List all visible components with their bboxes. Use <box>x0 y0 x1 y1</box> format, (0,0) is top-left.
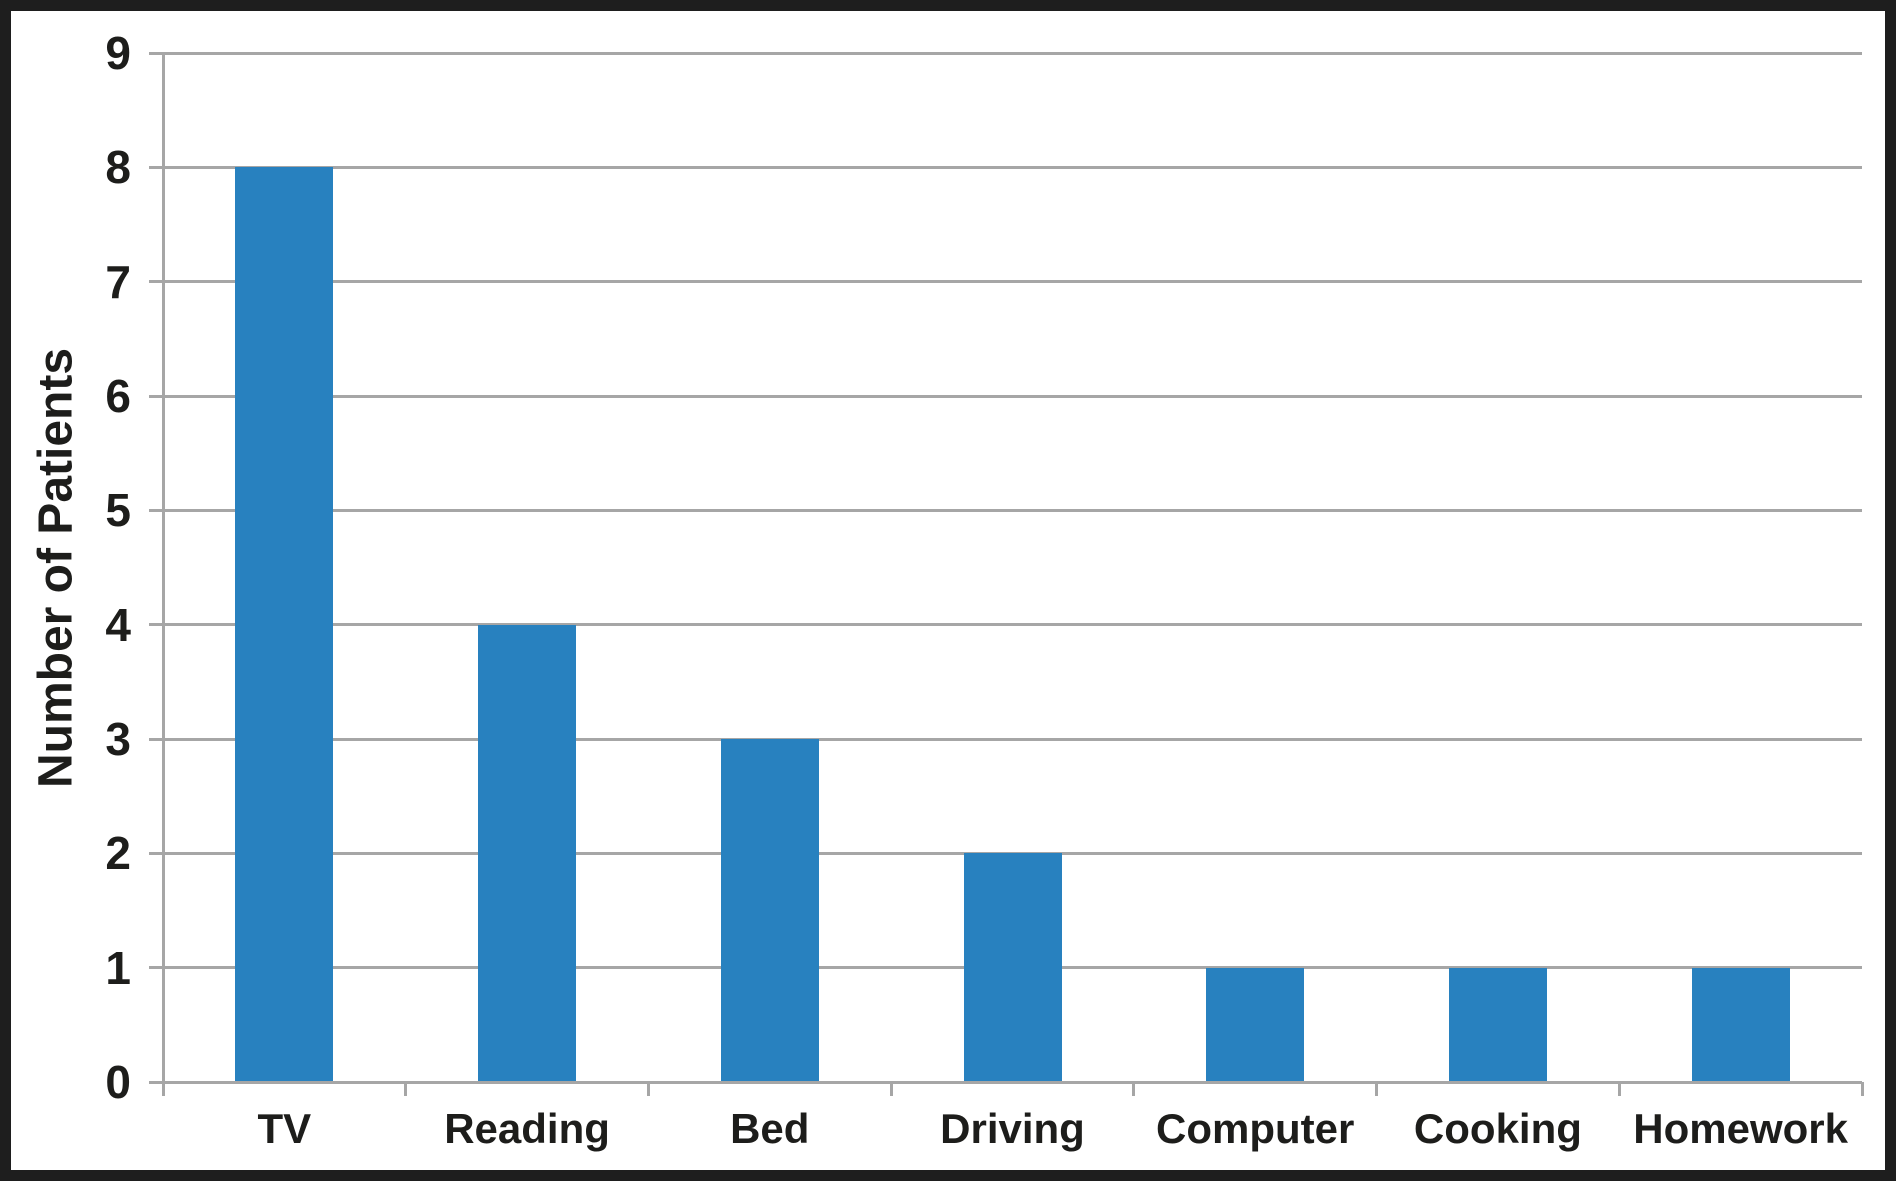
gridline-7 <box>149 280 1862 284</box>
y-tick-label-2: 2 <box>105 827 131 880</box>
bar-computer <box>1206 967 1305 1081</box>
gridline-5 <box>149 508 1862 512</box>
x-category-label-homework: Homework <box>1633 1105 1848 1152</box>
x-axis-tick-6 <box>1617 1082 1621 1096</box>
bar-reading <box>478 624 577 1081</box>
x-axis-tick-0 <box>161 1082 165 1096</box>
y-tick-label-7: 7 <box>105 255 131 308</box>
gridline-8 <box>149 165 1862 169</box>
y-tick-label-0: 0 <box>105 1056 131 1108</box>
x-axis-tick-4 <box>1132 1082 1136 1096</box>
x-category-label-computer: Computer <box>1156 1105 1355 1152</box>
y-tick-label-9: 9 <box>105 27 131 79</box>
bar-cooking <box>1448 967 1547 1081</box>
y-tick-label-6: 6 <box>105 370 131 422</box>
x-category-label-bed: Bed <box>730 1105 810 1152</box>
bar-bed <box>720 739 819 1081</box>
y-tick-label-3: 3 <box>105 713 131 765</box>
x-axis-tick-2 <box>646 1082 650 1096</box>
y-axis-line <box>161 53 165 1096</box>
y-tick-label-1: 1 <box>105 941 131 994</box>
x-category-label-tv: TV <box>257 1105 312 1152</box>
bar-driving <box>963 853 1062 1081</box>
y-tick-label-5: 5 <box>105 484 131 537</box>
gridline-9 <box>149 51 1862 55</box>
x-axis-tick-3 <box>889 1082 893 1096</box>
y-tick-label-8: 8 <box>105 141 131 194</box>
y-tick-label-4: 4 <box>105 598 131 651</box>
gridline-0 <box>149 1080 1862 1084</box>
x-category-label-reading: Reading <box>444 1105 610 1152</box>
x-axis-tick-7 <box>1860 1082 1864 1096</box>
x-axis-tick-1 <box>404 1082 408 1096</box>
gridline-6 <box>149 394 1862 398</box>
gridline-3 <box>149 737 1862 741</box>
bar-homework <box>1691 967 1790 1081</box>
bar-tv <box>235 167 334 1081</box>
gridline-4 <box>149 623 1862 627</box>
x-category-label-driving: Driving <box>940 1105 1085 1152</box>
x-category-label-cooking: Cooking <box>1413 1105 1582 1152</box>
x-axis-tick-5 <box>1375 1082 1379 1096</box>
